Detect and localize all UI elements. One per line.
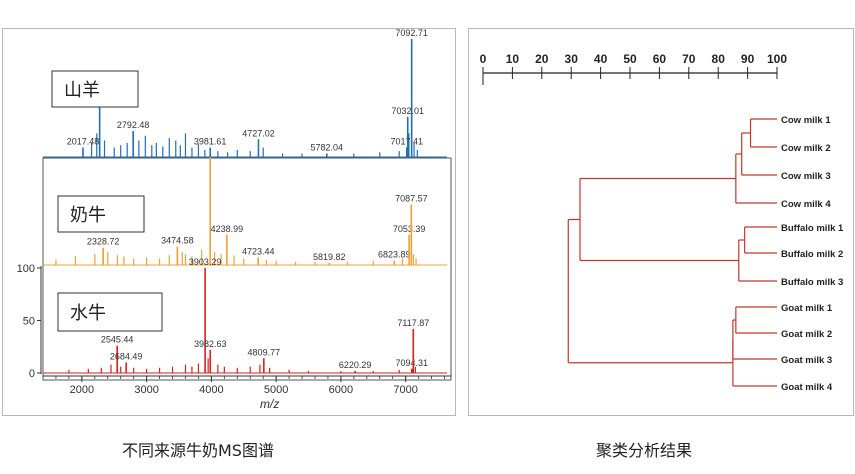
leaf-label: Goat milk 3 xyxy=(781,355,832,366)
sample-label-frame xyxy=(57,292,163,332)
scale-tick-label: 100 xyxy=(767,52,787,66)
peak-label: 3982.63 xyxy=(194,339,227,349)
y-tick-label: 100 xyxy=(17,263,35,275)
peak-label: 4238.99 xyxy=(211,224,244,234)
scale-tick-label: 70 xyxy=(682,52,696,66)
scale-tick-label: 80 xyxy=(712,52,726,66)
peak-label: 4809.77 xyxy=(248,347,281,357)
peak-label: 6823.89 xyxy=(378,250,411,260)
x-tick-label: 7000 xyxy=(393,384,417,396)
peak-label: 4727.02 xyxy=(242,128,275,138)
mass-spectra-chart: 2017.482274.852792.483981.614727.025782.… xyxy=(17,29,452,411)
peak-label: 2792.48 xyxy=(117,120,150,130)
peak-label: 5782.04 xyxy=(311,142,344,152)
peak-label: 7032.01 xyxy=(391,106,424,116)
dendrogram-panel: 0 10 20 30 40 50 60 70 80 90 100 Cow milk 1 Cow milk… xyxy=(468,28,854,416)
inset-frame xyxy=(42,157,452,381)
sample-label-frame xyxy=(57,195,145,233)
scale-tick-label: 10 xyxy=(506,52,520,66)
peak-label: 7053.39 xyxy=(393,224,426,234)
cluster-caption: 聚类分析结果 xyxy=(596,441,693,460)
scale-tick-label: 40 xyxy=(594,52,608,66)
sample-label-frame xyxy=(51,70,139,108)
spectrum-3: 2545.44 2684.49 3903.29 3982.63 4809.77 6220.… xyxy=(43,257,447,374)
peak-label: 3981.61 xyxy=(194,137,227,147)
sample-label: 奶牛 xyxy=(70,205,106,226)
leaf-label: Buffalo milk 2 xyxy=(781,249,843,260)
scale-tick-label: 30 xyxy=(565,52,579,66)
leaf-label: Cow milk 4 xyxy=(781,199,831,210)
sample-label: 山羊 xyxy=(64,80,100,101)
x-tick-label: 3000 xyxy=(134,384,158,396)
peak-label: 5819.82 xyxy=(313,252,346,262)
x-tick-label: 6000 xyxy=(329,384,353,396)
peak-label: 7094.31 xyxy=(396,358,429,368)
sample-label-box: 山羊 xyxy=(51,70,139,108)
leaf-label: Buffalo milk 3 xyxy=(781,277,843,288)
peak-label: 7092.71 xyxy=(395,29,428,38)
leaf-label: Goat milk 1 xyxy=(781,303,833,314)
scale-tick-label: 60 xyxy=(653,52,667,66)
spectrum-2: 2328.72 3474.58 4238.99 4723.44 5819.82 6823.… xyxy=(43,157,447,266)
leaf-label: Cow milk 3 xyxy=(781,171,831,182)
ms-caption: 不同来源牛奶MS图谱 xyxy=(122,441,274,460)
scale-tick-label: 90 xyxy=(741,52,755,66)
peak-label: 2328.72 xyxy=(87,237,120,247)
y-tick-label: 50 xyxy=(23,316,35,328)
peak-label: 7087.57 xyxy=(395,194,428,204)
leaf-label: Buffalo milk 1 xyxy=(781,223,844,234)
peak-label: 3474.58 xyxy=(161,236,194,246)
leaf-label: Cow milk 2 xyxy=(781,143,831,154)
peak-label: 4723.44 xyxy=(242,246,275,256)
peak-label: 2017.48 xyxy=(67,137,100,147)
x-tick-label: 4000 xyxy=(199,384,223,396)
mass-spectra-panel: 2017.482274.852792.483981.614727.025782.… xyxy=(2,28,456,416)
peak-label: 3903.29 xyxy=(189,257,222,267)
scale-tick-label: 0 xyxy=(480,52,487,66)
peak-label: 2684.49 xyxy=(110,352,143,362)
x-axis-label: m/z xyxy=(260,397,279,411)
scale-tick-label: 50 xyxy=(623,52,637,66)
y-tick-label: 0 xyxy=(29,368,35,380)
peak-label: 2545.44 xyxy=(101,335,134,345)
peak-label: 7017.41 xyxy=(391,137,424,147)
scale-tick-label: 20 xyxy=(535,52,549,66)
sample-label: 水牛 xyxy=(70,303,106,324)
leaf-label: Goat milk 4 xyxy=(781,382,833,393)
sample-label-box: 奶牛 xyxy=(57,195,145,233)
cluster-dendrogram: 0 10 20 30 40 50 60 70 80 90 100 Cow milk 1 Cow milk… xyxy=(480,52,844,393)
leaf-label: Cow milk 1 xyxy=(781,115,831,126)
x-tick-label: 2000 xyxy=(70,384,94,396)
peak-label: 7117.87 xyxy=(397,318,429,328)
leaf-label: Goat milk 2 xyxy=(781,329,832,340)
x-tick-label: 5000 xyxy=(264,384,288,396)
peak-label: 6220.29 xyxy=(339,360,372,370)
sample-label-box: 水牛 xyxy=(57,292,163,332)
